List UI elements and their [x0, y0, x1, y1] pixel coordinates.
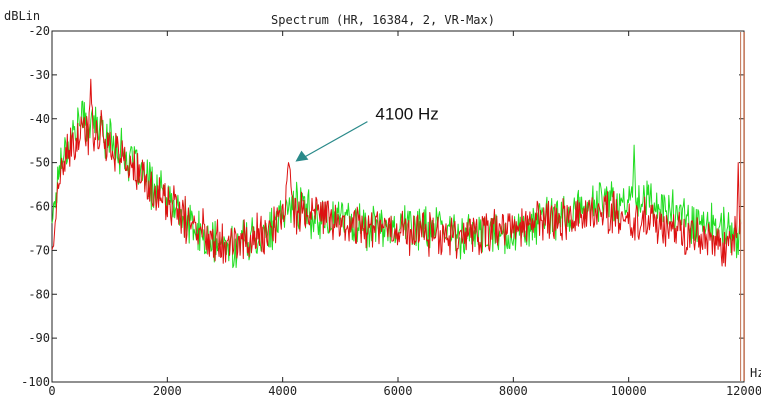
y-tick-label: -90: [28, 331, 50, 345]
annotation-4100hz: 4100 Hz: [295, 105, 439, 162]
chart-title: Spectrum (HR, 16384, 2, VR-Max): [271, 13, 495, 27]
y-axis-ticks: -20 -30 -40 -50 -60 -70 -80 -90 -100: [21, 24, 744, 389]
annotation-arrow-line: [303, 121, 368, 159]
y-tick-label: -60: [28, 200, 50, 214]
x-tick-label: 2000: [153, 384, 182, 396]
y-tick-label: -100: [21, 375, 50, 389]
y-tick-label: -70: [28, 243, 50, 257]
x-tick-label: 10000: [611, 384, 647, 396]
x-axis-label: Hz: [750, 366, 761, 380]
x-tick-label: 6000: [384, 384, 413, 396]
x-tick-label: 8000: [499, 384, 528, 396]
y-tick-label: -40: [28, 112, 50, 126]
y-tick-label: -80: [28, 287, 50, 301]
series-line-red: [51, 78, 742, 267]
x-tick-label: 4000: [268, 384, 297, 396]
y-tick-label: -50: [28, 156, 50, 170]
y-tick-label: -20: [28, 24, 50, 38]
annotation-label: 4100 Hz: [375, 105, 438, 124]
x-tick-label: 12000: [726, 384, 761, 396]
x-axis-ticks: 0 2000 4000 6000 8000 10000 12000: [48, 31, 761, 396]
y-tick-label: -30: [28, 68, 50, 82]
y-axis-label: dBLin: [4, 9, 40, 23]
annotation-arrow-head: [295, 150, 309, 162]
x-tick-label: 0: [48, 384, 55, 396]
series-layer: [51, 78, 742, 269]
